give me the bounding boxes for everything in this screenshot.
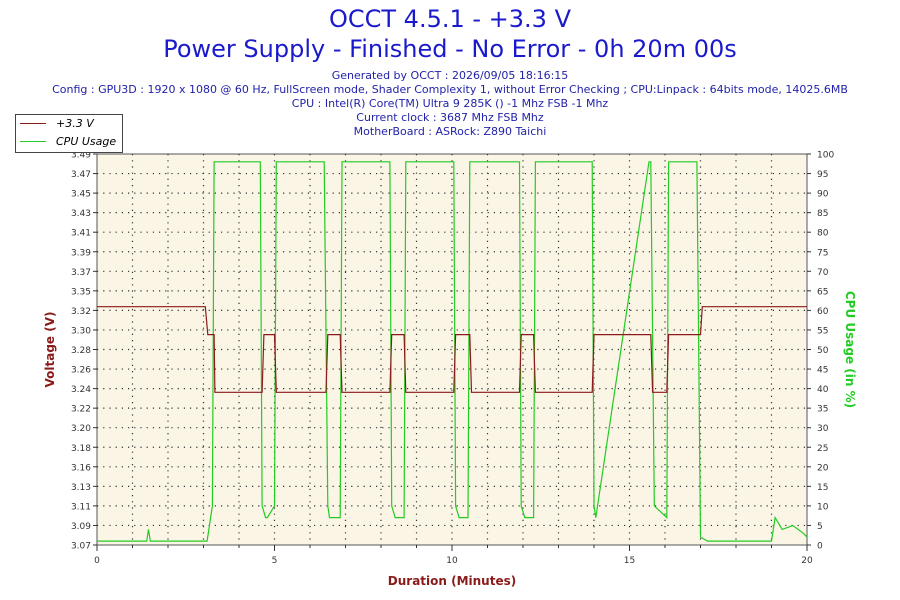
y-right-tick-label: 30 <box>817 424 829 434</box>
y-left-tick-label: 3.30 <box>71 326 91 336</box>
x-tick-label: 10 <box>446 556 458 566</box>
y-left-tick-label: 3.37 <box>71 268 91 278</box>
y-right-tick-label: 60 <box>817 307 829 317</box>
y-left-tick-label: 3.13 <box>71 483 91 493</box>
y-right-tick-label: 75 <box>817 248 828 258</box>
legend-label-cpu: CPU Usage <box>56 135 117 148</box>
y-right-axis-label: CPU Usage (in %) <box>843 291 857 408</box>
x-tick-label: 5 <box>272 556 278 566</box>
y-left-tick-label: 3.16 <box>71 463 91 473</box>
y-left-tick-label: 3.35 <box>71 287 91 297</box>
y-right-tick-label: 90 <box>817 190 829 200</box>
y-right-tick-label: 95 <box>817 170 828 180</box>
y-left-tick-label: 3.43 <box>71 209 91 219</box>
y-right-tick-label: 45 <box>817 366 828 376</box>
y-left-tick-label: 3.11 <box>71 502 91 512</box>
y-left-tick-label: 3.47 <box>71 170 91 180</box>
y-right-tick-label: 70 <box>817 268 829 278</box>
y-right-tick-label: 20 <box>817 463 829 473</box>
y-right-tick-label: 35 <box>817 405 828 415</box>
y-left-tick-label: 3.07 <box>71 542 91 552</box>
series-line-voltage <box>97 306 807 393</box>
x-tick-label: 20 <box>801 556 813 566</box>
y-left-axis-label: Voltage (V) <box>43 312 57 388</box>
y-right-tick-label: 0 <box>817 542 823 552</box>
y-left-tick-label: 3.20 <box>71 424 91 434</box>
x-tick-label: 15 <box>624 556 635 566</box>
y-left-tick-label: 3.49 <box>71 151 91 161</box>
y-right-tick-label: 10 <box>817 502 829 512</box>
legend-item-voltage: +3.3 V <box>20 116 120 132</box>
clock-info: Current clock : 3687 Mhz FSB Mhz <box>356 111 544 124</box>
y-left-tick-label: 3.45 <box>71 190 91 200</box>
y-left-tick-label: 3.24 <box>71 385 91 395</box>
chart-subtitle: Power Supply - Finished - No Error - 0h … <box>163 35 737 63</box>
cpu-info: CPU : Intel(R) Core(TM) Ultra 9 285K () … <box>291 97 609 110</box>
y-right-tick-label: 15 <box>817 483 828 493</box>
y-right-tick-label: 80 <box>817 229 829 239</box>
x-tick-label: 0 <box>94 556 100 566</box>
y-left-tick-label: 3.41 <box>71 229 91 239</box>
chart-title: OCCT 4.5.1 - +3.3 V <box>328 5 571 33</box>
chart-legend: +3.3 V CPU Usage <box>15 114 123 153</box>
y-left-tick-label: 3.28 <box>71 346 91 356</box>
config-info: Config : GPU3D : 1920 x 1080 @ 60 Hz, Fu… <box>52 83 848 96</box>
y-right-tick-label: 100 <box>817 151 834 161</box>
y-left-tick-label: 3.26 <box>71 366 91 376</box>
legend-swatch-cpu <box>20 141 46 142</box>
y-left-tick-label: 3.39 <box>71 248 91 258</box>
series-line-cpu-usage <box>97 161 808 542</box>
legend-label-voltage: +3.3 V <box>56 117 94 130</box>
motherboard-info: MotherBoard : ASRock: Z890 Taichi <box>353 125 547 138</box>
y-right-tick-label: 25 <box>817 444 828 454</box>
y-right-tick-label: 50 <box>817 346 829 356</box>
legend-item-cpu: CPU Usage <box>20 134 120 150</box>
y-right-tick-label: 5 <box>817 522 823 532</box>
generated-info: Generated by OCCT : 2026/09/05 18:16:15 <box>331 69 569 82</box>
y-right-tick-label: 55 <box>817 326 828 336</box>
y-right-tick-label: 40 <box>817 385 829 395</box>
y-right-tick-label: 85 <box>817 209 828 219</box>
x-axis-label: Duration (Minutes) <box>388 574 516 588</box>
y-right-tick-label: 65 <box>817 287 828 297</box>
y-left-tick-label: 3.32 <box>71 307 91 317</box>
y-left-tick-label: 3.09 <box>71 522 91 532</box>
y-left-tick-label: 3.18 <box>71 444 91 454</box>
legend-swatch-voltage <box>20 123 46 124</box>
y-left-tick-label: 3.22 <box>71 405 91 415</box>
